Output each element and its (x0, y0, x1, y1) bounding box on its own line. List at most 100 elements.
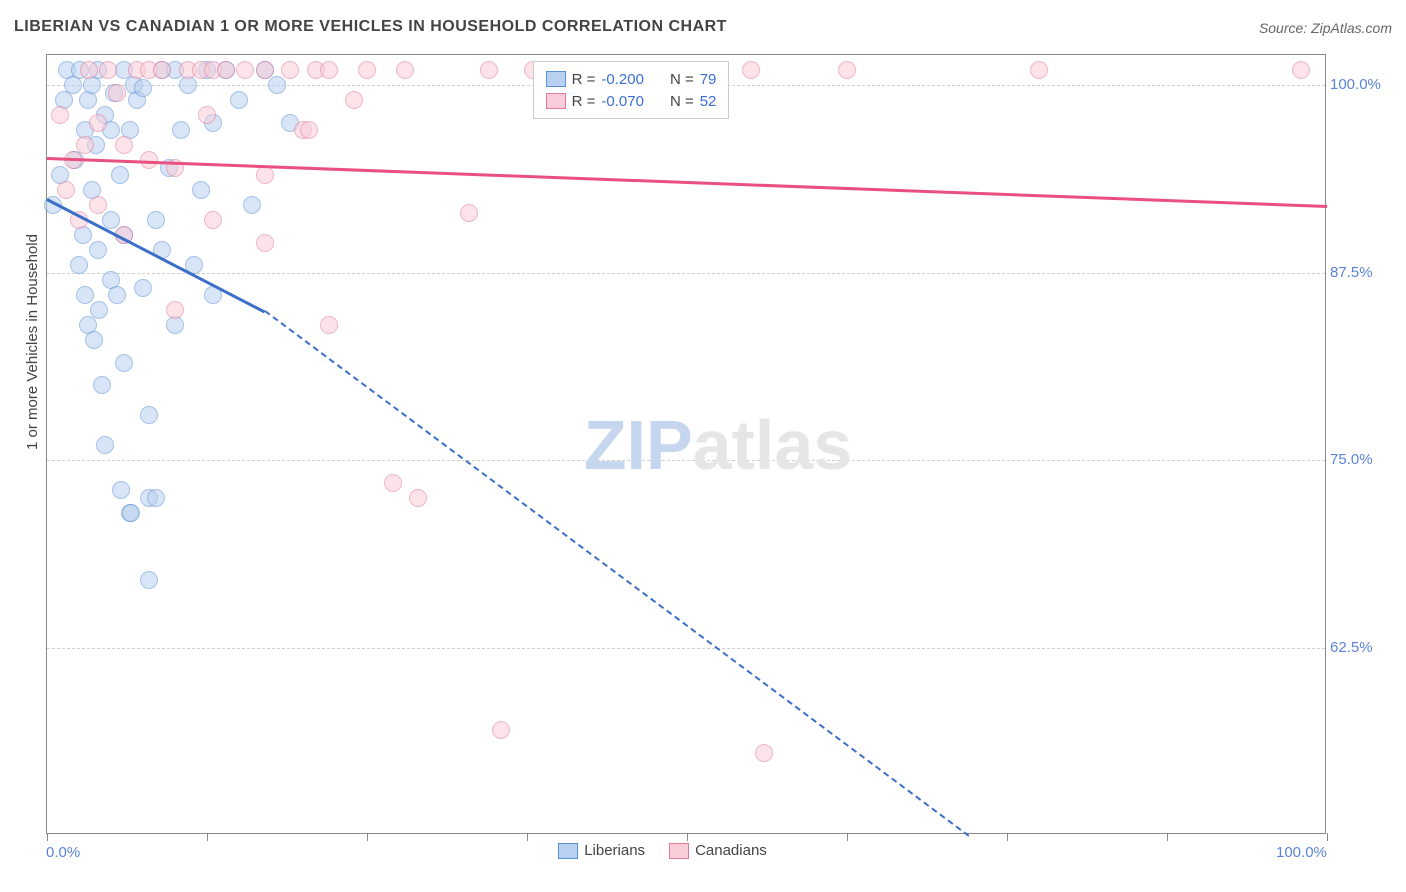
x-tick-mark (1167, 833, 1168, 841)
data-point (134, 279, 152, 297)
data-point (320, 316, 338, 334)
data-point (134, 79, 152, 97)
x-tick-mark (847, 833, 848, 841)
data-point (51, 106, 69, 124)
data-point (76, 286, 94, 304)
x-tick-mark (1007, 833, 1008, 841)
data-point (96, 436, 114, 454)
data-point (80, 61, 98, 79)
data-point (115, 354, 133, 372)
source-label: Source: ZipAtlas.com (1259, 20, 1392, 36)
x-max-label: 100.0% (1276, 844, 1327, 861)
data-point (396, 61, 414, 79)
data-point (140, 571, 158, 589)
series-legend-item: Canadians (669, 842, 767, 859)
data-point (198, 106, 216, 124)
stats-legend-row: R = -0.200 N = 79 (546, 68, 717, 90)
stats-legend-row: R = -0.070 N = 52 (546, 90, 717, 112)
legend-swatch (558, 843, 578, 859)
data-point (230, 91, 248, 109)
x-tick-mark (47, 833, 48, 841)
data-point (70, 256, 88, 274)
data-point (147, 211, 165, 229)
gridline (47, 273, 1325, 274)
data-point (300, 121, 318, 139)
data-point (320, 61, 338, 79)
data-point (236, 61, 254, 79)
x-tick-mark (1327, 833, 1328, 841)
x-tick-mark (687, 833, 688, 841)
r-label: R = (572, 93, 596, 110)
x-tick-mark (527, 833, 528, 841)
watermark-zip: ZIP (584, 406, 693, 484)
data-point (93, 376, 111, 394)
data-point (268, 76, 286, 94)
data-point (99, 61, 117, 79)
gridline (47, 648, 1325, 649)
data-point (122, 504, 140, 522)
data-point (89, 196, 107, 214)
gridline (47, 460, 1325, 461)
data-point (111, 166, 129, 184)
y-tick-label: 62.5% (1330, 639, 1385, 656)
legend-swatch (546, 71, 566, 87)
data-point (492, 721, 510, 739)
data-point (256, 61, 274, 79)
data-point (1292, 61, 1310, 79)
data-point (89, 114, 107, 132)
data-point (409, 489, 427, 507)
data-point (147, 489, 165, 507)
n-label: N = (670, 71, 694, 88)
series-label: Liberians (584, 842, 645, 859)
data-point (243, 196, 261, 214)
data-point (85, 331, 103, 349)
series-legend-item: Liberians (558, 842, 645, 859)
x-min-label: 0.0% (46, 844, 80, 861)
trend-line (264, 310, 969, 837)
r-value: -0.200 (601, 71, 644, 88)
data-point (256, 234, 274, 252)
n-label: N = (670, 93, 694, 110)
data-point (281, 61, 299, 79)
data-point (76, 136, 94, 154)
series-legend: Liberians Canadians (558, 842, 767, 859)
data-point (166, 301, 184, 319)
series-label: Canadians (695, 842, 767, 859)
data-point (460, 204, 478, 222)
data-point (204, 211, 222, 229)
data-point (1030, 61, 1048, 79)
plot-area: 62.5%75.0%87.5%100.0% ZIPatlas R = -0.20… (46, 54, 1326, 834)
data-point (79, 91, 97, 109)
data-point (480, 61, 498, 79)
data-point (742, 61, 760, 79)
data-point (108, 84, 126, 102)
n-value: 79 (700, 71, 717, 88)
x-tick-mark (367, 833, 368, 841)
y-axis-label: 1 or more Vehicles in Household (24, 234, 41, 450)
r-label: R = (572, 71, 596, 88)
x-tick-mark (207, 833, 208, 841)
data-point (153, 61, 171, 79)
data-point (755, 744, 773, 762)
data-point (108, 286, 126, 304)
legend-swatch (669, 843, 689, 859)
data-point (217, 61, 235, 79)
chart-title: LIBERIAN VS CANADIAN 1 OR MORE VEHICLES … (14, 18, 727, 36)
data-point (90, 301, 108, 319)
data-point (256, 166, 274, 184)
data-point (102, 211, 120, 229)
y-tick-label: 87.5% (1330, 264, 1385, 281)
watermark-atlas: atlas (693, 406, 853, 484)
data-point (358, 61, 376, 79)
y-tick-label: 75.0% (1330, 451, 1385, 468)
n-value: 52 (700, 93, 717, 110)
data-point (192, 181, 210, 199)
r-value: -0.070 (601, 93, 644, 110)
data-point (57, 181, 75, 199)
data-point (838, 61, 856, 79)
data-point (345, 91, 363, 109)
data-point (112, 481, 130, 499)
watermark: ZIPatlas (584, 405, 852, 485)
data-point (140, 406, 158, 424)
data-point (172, 121, 190, 139)
